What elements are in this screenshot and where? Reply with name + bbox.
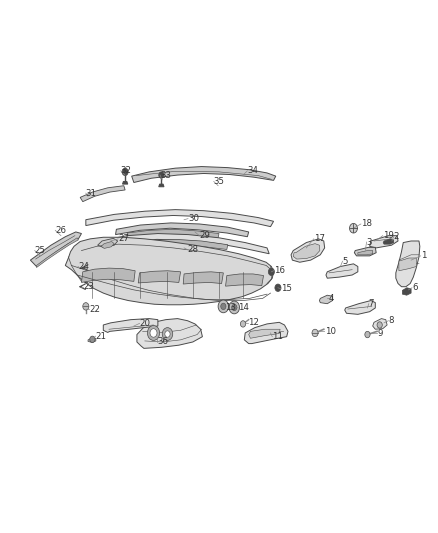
- Text: 7: 7: [369, 299, 374, 308]
- Text: 8: 8: [389, 316, 394, 325]
- Text: 31: 31: [86, 189, 97, 198]
- Polygon shape: [138, 271, 180, 283]
- Text: 19: 19: [383, 231, 394, 240]
- Polygon shape: [101, 241, 114, 248]
- Polygon shape: [326, 264, 358, 278]
- Text: 10: 10: [325, 327, 336, 336]
- Circle shape: [159, 172, 164, 178]
- Text: 35: 35: [214, 177, 225, 186]
- Polygon shape: [249, 329, 280, 338]
- Polygon shape: [116, 223, 249, 237]
- Circle shape: [221, 303, 226, 310]
- Polygon shape: [403, 288, 411, 295]
- Polygon shape: [354, 247, 376, 256]
- Polygon shape: [291, 239, 325, 262]
- Circle shape: [162, 328, 173, 341]
- Polygon shape: [123, 181, 128, 184]
- Polygon shape: [80, 185, 125, 201]
- Text: 2: 2: [394, 232, 399, 241]
- Text: 13: 13: [225, 303, 236, 312]
- Polygon shape: [137, 319, 202, 349]
- Text: 33: 33: [160, 171, 171, 180]
- Text: 11: 11: [272, 332, 283, 341]
- Text: 1: 1: [421, 252, 426, 260]
- Text: 24: 24: [78, 262, 89, 271]
- Circle shape: [122, 168, 128, 175]
- Circle shape: [377, 322, 382, 328]
- Text: 6: 6: [412, 283, 417, 292]
- Polygon shape: [98, 233, 269, 254]
- Polygon shape: [183, 272, 223, 284]
- Text: 28: 28: [187, 245, 198, 254]
- Text: 32: 32: [121, 166, 132, 175]
- Polygon shape: [370, 236, 398, 248]
- Circle shape: [229, 301, 240, 314]
- Polygon shape: [65, 237, 274, 305]
- Polygon shape: [358, 251, 373, 255]
- Polygon shape: [159, 184, 164, 187]
- Circle shape: [232, 304, 237, 311]
- Text: 30: 30: [188, 214, 199, 223]
- Polygon shape: [293, 244, 320, 259]
- Polygon shape: [244, 322, 288, 344]
- Text: 23: 23: [83, 282, 94, 291]
- Polygon shape: [396, 241, 420, 287]
- Polygon shape: [399, 258, 417, 271]
- Polygon shape: [122, 239, 228, 249]
- Circle shape: [268, 268, 275, 276]
- Text: 29: 29: [199, 231, 210, 240]
- Text: 17: 17: [314, 235, 325, 244]
- Circle shape: [90, 336, 95, 343]
- Polygon shape: [132, 166, 276, 182]
- Circle shape: [218, 300, 229, 313]
- Text: 34: 34: [247, 166, 258, 175]
- Polygon shape: [319, 295, 332, 304]
- Polygon shape: [373, 319, 387, 329]
- Polygon shape: [383, 239, 394, 244]
- Text: 20: 20: [140, 319, 151, 328]
- Text: 27: 27: [118, 235, 129, 244]
- Text: 25: 25: [35, 246, 46, 255]
- Polygon shape: [88, 338, 96, 343]
- Text: 14: 14: [238, 303, 249, 312]
- Circle shape: [350, 223, 357, 233]
- Polygon shape: [127, 229, 219, 238]
- Polygon shape: [345, 301, 375, 314]
- Text: 21: 21: [95, 332, 106, 341]
- Circle shape: [83, 303, 89, 310]
- Text: 36: 36: [157, 337, 168, 346]
- Circle shape: [165, 331, 170, 337]
- Polygon shape: [98, 238, 118, 247]
- Text: 12: 12: [248, 318, 259, 327]
- Polygon shape: [226, 274, 264, 286]
- Circle shape: [150, 329, 157, 337]
- Circle shape: [365, 332, 370, 338]
- Polygon shape: [36, 238, 78, 268]
- Circle shape: [275, 284, 281, 292]
- Polygon shape: [86, 209, 274, 227]
- Text: 3: 3: [367, 238, 372, 247]
- Text: 18: 18: [361, 220, 372, 229]
- Circle shape: [148, 326, 159, 341]
- Polygon shape: [103, 319, 158, 333]
- Text: 22: 22: [89, 304, 100, 313]
- Text: 16: 16: [274, 266, 285, 275]
- Text: 5: 5: [343, 257, 348, 265]
- Text: 9: 9: [377, 329, 382, 338]
- Circle shape: [240, 321, 246, 327]
- Text: 15: 15: [281, 284, 292, 293]
- Text: 4: 4: [329, 294, 335, 303]
- Polygon shape: [81, 268, 135, 282]
- Text: 26: 26: [55, 226, 66, 235]
- Polygon shape: [30, 232, 81, 266]
- Circle shape: [312, 329, 318, 337]
